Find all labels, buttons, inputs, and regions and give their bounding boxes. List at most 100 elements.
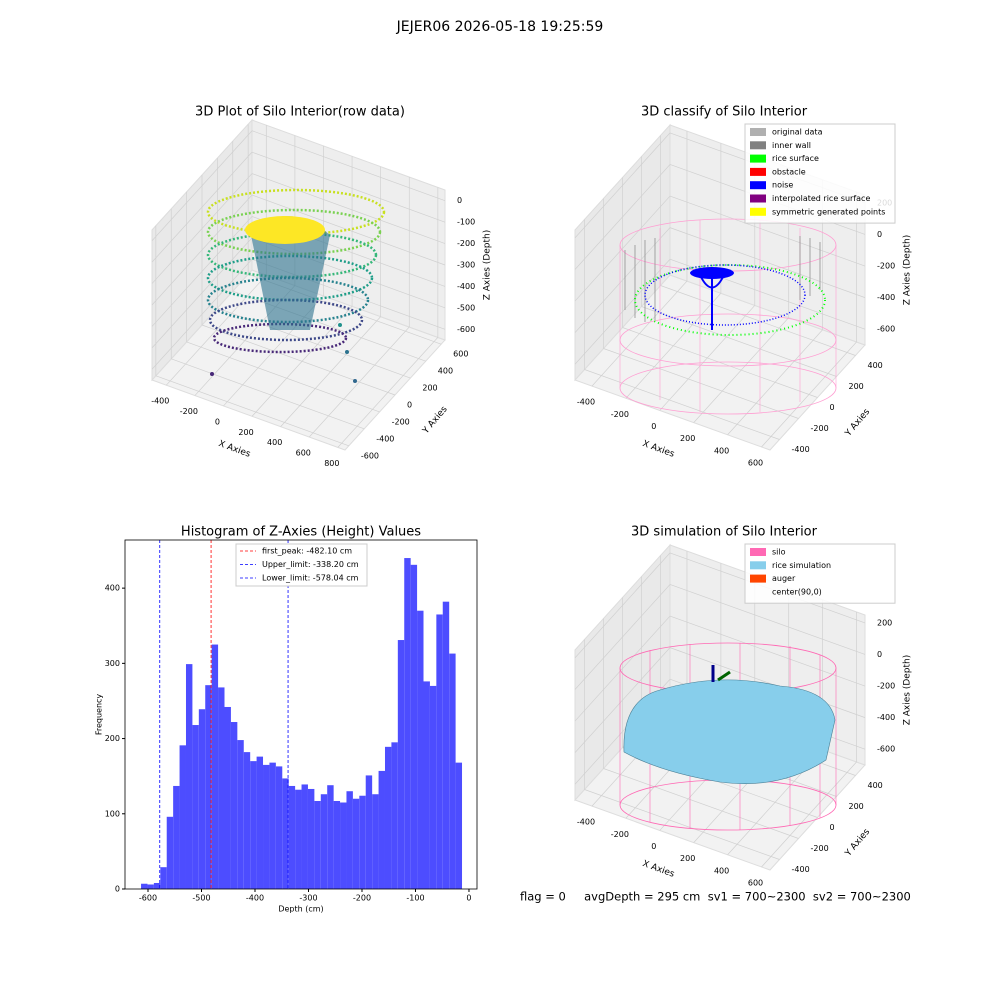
grid-line <box>151 259 253 370</box>
x-tick-label: -400 <box>246 894 264 903</box>
grid-line <box>622 327 818 398</box>
grid-line <box>186 341 380 413</box>
histogram-bar <box>333 800 341 889</box>
grid-line <box>669 584 866 655</box>
y-tick-label: 300 <box>105 659 120 668</box>
y-tick-label: -400 <box>792 445 810 454</box>
legend-box <box>744 543 896 604</box>
x-tick-label: 0 <box>215 417 220 426</box>
histogram-bar <box>237 740 244 889</box>
histogram-bar <box>429 685 437 889</box>
grid-line <box>574 258 671 365</box>
grid-line <box>251 173 446 244</box>
histogram-bar <box>198 709 206 889</box>
y-tick-label: 400 <box>105 584 120 593</box>
histogram-bar <box>372 794 379 889</box>
histogram-bar <box>218 687 225 889</box>
z-tick-label: -500 <box>457 303 475 312</box>
histogram-bar <box>185 664 193 889</box>
y-tick-label: -400 <box>792 865 810 874</box>
legend-label: silo <box>772 548 786 557</box>
legend-label: inner wall <box>772 141 811 150</box>
grid-line <box>669 647 866 718</box>
y-tick-label: 0 <box>115 885 120 894</box>
y-tick-label: 200 <box>105 734 120 743</box>
legend-label: Upper_limit: -338.20 cm <box>262 560 359 569</box>
legend-swatch <box>750 574 766 583</box>
y-tick-label: -200 <box>811 844 829 853</box>
y-tick-label: 400 <box>868 781 883 790</box>
grid-line <box>151 216 253 327</box>
grid-line <box>669 195 866 267</box>
histogram-bar <box>173 785 180 889</box>
legend-label: auger <box>772 574 796 583</box>
z-tick-label: -600 <box>877 325 895 334</box>
x-tick-label: 0 <box>651 422 656 431</box>
histogram-bar <box>263 764 270 889</box>
y-tick-label: -200 <box>392 417 410 426</box>
z-tick-label: -400 <box>877 713 895 722</box>
histogram-bar <box>340 802 347 889</box>
y-tick-label: -600 <box>361 451 379 460</box>
histogram-bar <box>147 884 154 889</box>
histogram-bar <box>359 795 366 889</box>
y-tick-label: 200 <box>849 802 864 811</box>
legend-box <box>235 543 368 587</box>
y-tick-label: 600 <box>453 350 468 359</box>
z-tick-label: 0 <box>877 230 882 239</box>
plot-frame <box>124 539 478 890</box>
grid-line <box>151 173 253 284</box>
status-line: flag = 0 avgDepth = 295 cm sv1 = 700~230… <box>520 890 911 904</box>
histogram-bar <box>211 644 219 889</box>
grid-line <box>584 369 780 440</box>
y-tick-label: 200 <box>422 384 437 393</box>
grid-line <box>574 195 671 302</box>
histogram-bar <box>256 756 264 889</box>
grid-line <box>574 227 671 333</box>
x-tick-label: -200 <box>353 894 371 903</box>
histogram-bar <box>141 883 148 889</box>
raw-cloud <box>206 188 386 383</box>
x-tick-label: -200 <box>611 830 629 839</box>
grid-line <box>669 227 866 298</box>
histogram-bar <box>282 778 289 889</box>
y-tick-label: 200 <box>849 382 864 391</box>
y-tick-label: -400 <box>376 434 394 443</box>
simulation-surface <box>619 642 837 831</box>
histogram-bar <box>301 784 308 889</box>
z-tick-label: 200 <box>877 618 892 627</box>
histogram-bar <box>384 746 392 889</box>
grid-line <box>151 237 253 349</box>
x-tick-label: 0 <box>466 894 471 903</box>
x-tick-label: -100 <box>406 894 424 903</box>
histogram-bar <box>269 762 276 889</box>
grid-line <box>574 132 671 239</box>
x-tick-label: 600 <box>748 458 763 467</box>
x-tick-label: -300 <box>299 894 317 903</box>
histogram-bar <box>307 788 315 889</box>
grid-line <box>151 194 253 306</box>
classify-cloud <box>619 218 837 415</box>
histogram-bar <box>423 681 430 889</box>
grid-line <box>151 130 253 241</box>
x-tick-label: 600 <box>296 449 311 458</box>
x-tick-label: -400 <box>577 398 595 407</box>
legend-swatch <box>750 128 766 136</box>
legend-label: Lower_limit: -578.04 cm <box>262 574 359 583</box>
z-tick-label: -100 <box>457 218 475 227</box>
y-tick-label: -200 <box>811 424 829 433</box>
legend-label: rice surface <box>772 154 819 163</box>
histogram-bar <box>417 610 424 889</box>
histogram-bar <box>153 882 161 889</box>
x-tick-label: -600 <box>139 894 157 903</box>
x-tick-label: -200 <box>180 407 198 416</box>
grid-line <box>171 358 365 430</box>
x-tick-label: 400 <box>267 438 282 447</box>
legend-label: noise <box>772 181 793 190</box>
x-tick-label: -400 <box>577 818 595 827</box>
histogram-bar <box>192 725 199 889</box>
chart-title: 3D simulation of Silo Interior <box>631 525 818 540</box>
chart-title: 3D Plot of Silo Interior(row data) <box>195 105 405 120</box>
x-axis-label: Depth (cm) <box>278 905 323 914</box>
y-axis-label: Y Axies <box>843 407 872 439</box>
